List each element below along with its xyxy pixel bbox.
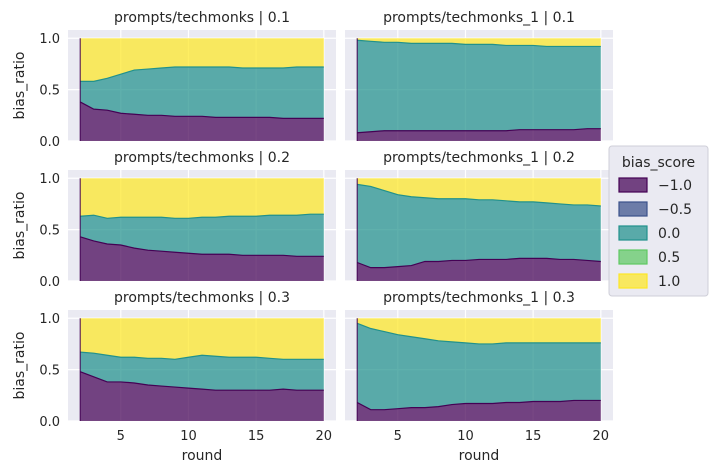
legend-swatch [618, 225, 648, 241]
y-tick-label: 0.5 [39, 224, 60, 239]
area-bias-0 [80, 67, 324, 119]
panel-3: prompts/techmonks | 0.2 0.0 0.5 1.0 bias_rat… [12, 150, 336, 290]
area-bias-0 [357, 40, 601, 133]
area-bias-1 [80, 38, 324, 82]
x-tick-label: 20 [316, 429, 333, 444]
area-bias-1 [357, 178, 601, 206]
y-tick-label: 0.0 [39, 135, 60, 150]
y-tick-label: 0.5 [39, 84, 60, 99]
edge-bias-neg1 [357, 128, 601, 134]
x-tick-label: 10 [457, 429, 474, 444]
x-tick-label: 15 [248, 429, 265, 444]
x-tick-label: 5 [117, 429, 125, 444]
legend: bias_score −1.0 −0.5 0.0 0.5 1.0 [608, 145, 709, 297]
panel-title: prompts/techmonks_1 | 0.2 [383, 150, 575, 166]
legend-swatch [618, 273, 648, 289]
y-tick-label: 1.0 [39, 32, 60, 47]
legend-label: −1.0 [658, 178, 692, 194]
panel-title: prompts/techmonks | 0.1 [114, 10, 290, 26]
legend-label: 1.0 [658, 274, 680, 290]
x-tick-label: 20 [593, 429, 610, 444]
y-tick-label: 1.0 [39, 172, 60, 187]
edge-bias-neg1 [356, 257, 601, 269]
y-axis-label: bias_ratio [12, 332, 28, 400]
panel-5: prompts/techmonks | 0.3 0.0 0.5 1.0 bias_rat… [12, 290, 336, 464]
area-bias-1 [80, 178, 324, 219]
legend-swatch [618, 177, 648, 193]
legend-label: 0.5 [658, 250, 680, 266]
panel-1: prompts/techmonks | 0.1 0.0 0.5 1.0 bias_rat… [12, 10, 336, 150]
panel-title: prompts/techmonks | 0.2 [114, 150, 290, 166]
panel-4: prompts/techmonks_1 | 0.2 [345, 150, 613, 282]
edge-bias-0 [80, 213, 324, 219]
panel-2: prompts/techmonks_1 | 0.1 [345, 10, 613, 142]
x-tick-label: 10 [180, 429, 197, 444]
area-bias-neg1 [80, 236, 324, 281]
edge-bias-0 [80, 351, 324, 360]
legend-swatch [618, 249, 648, 265]
edge-bias-neg1 [356, 399, 601, 411]
edge-bias-neg1 [79, 101, 324, 119]
panel-title: prompts/techmonks_1 | 0.3 [383, 290, 575, 306]
area-bias-0 [80, 352, 324, 391]
legend-label: −0.5 [658, 202, 692, 218]
legend-swatch [618, 201, 648, 217]
panel-title: prompts/techmonks | 0.3 [114, 290, 290, 306]
area-bias-1 [80, 318, 324, 360]
x-axis-label: round [459, 448, 500, 464]
y-tick-label: 1.0 [39, 312, 60, 327]
y-tick-label: 0.5 [39, 364, 60, 379]
legend-label: 0.0 [658, 226, 680, 242]
panel-6: prompts/techmonks_1 | 0.3 5 10 15 20 round [345, 290, 613, 464]
x-tick-label: 15 [525, 429, 542, 444]
area-bias-0 [357, 323, 601, 410]
area-bias-0 [357, 184, 601, 268]
y-tick-label: 0.0 [39, 415, 60, 430]
y-axis-label: bias_ratio [12, 192, 28, 260]
legend-title: bias_score [622, 155, 695, 171]
edge-bias-0 [356, 322, 601, 345]
edge-bias-0 [357, 183, 601, 207]
area-bias-neg1 [357, 400, 601, 421]
edge-bias-neg1 [79, 371, 324, 391]
edge-bias-0 [80, 66, 324, 82]
x-tick-label: 5 [394, 429, 402, 444]
y-tick-label: 0.0 [39, 275, 60, 290]
x-axis-label: round [182, 448, 223, 464]
area-bias-neg1 [357, 128, 601, 141]
area-bias-1 [357, 38, 601, 47]
area-bias-neg1 [80, 101, 324, 141]
y-axis-label: bias_ratio [12, 52, 28, 120]
edge-bias-0 [357, 39, 601, 48]
panel-title: prompts/techmonks_1 | 0.1 [383, 10, 575, 26]
edge-bias-neg1 [80, 236, 324, 257]
area-bias-0 [80, 214, 324, 257]
